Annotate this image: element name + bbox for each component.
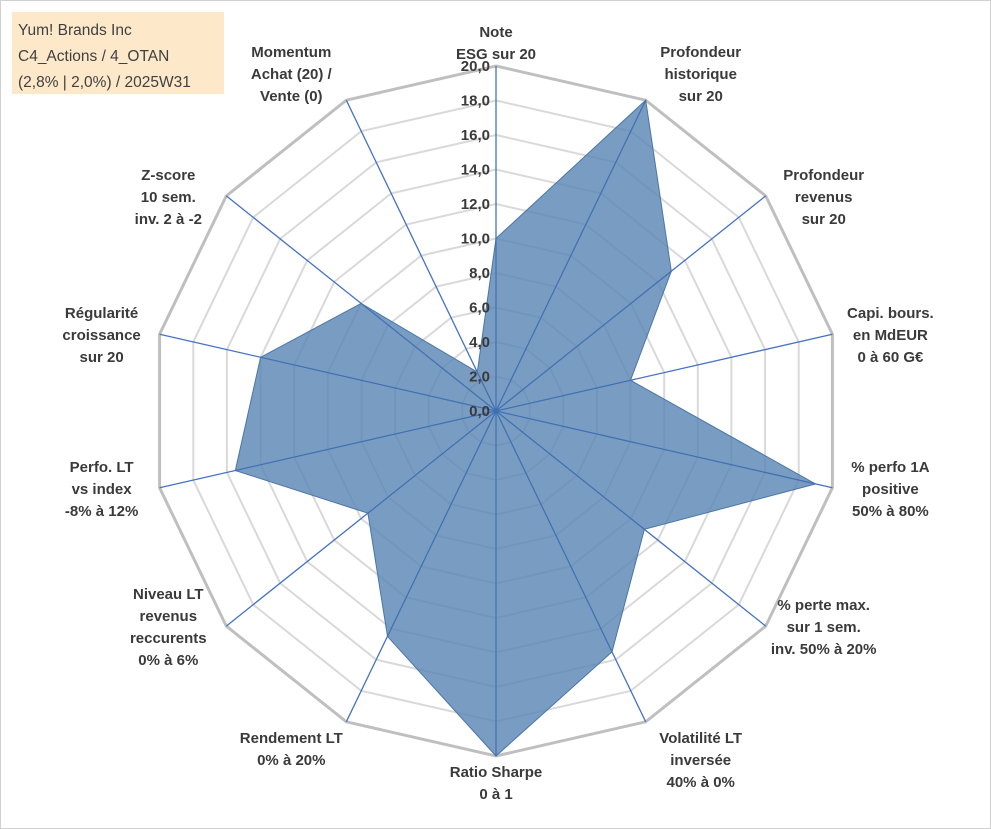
axis-label-line: Z-score [141,167,195,184]
tick-label: 12,0 [461,196,490,213]
data-spoke [235,410,497,471]
axis-label: % perte max. sur 1 sem. inv. 50% à 20% [771,597,877,658]
tick-label-layer: 0,0 2,0 4,0 6,0 8,0 10,0 12,0 14,0 16,0 18,0 20,0 [461,58,490,420]
data-spoke [495,270,672,412]
axis-label-line: 0 à 1 [479,786,512,803]
yield-and-week: (2,8% | 2,0%) / 2025W31 [18,74,191,91]
data-spoke [367,410,497,514]
info-box: Yum! Brands Inc C4_Actions / 4_OTAN (2,8… [12,12,224,94]
data-spoke [495,99,647,412]
axis-label-line: 10 sem. [141,189,196,206]
axis-label: Rendement LT 0% à 20% [240,730,343,769]
axis-label-line: revenus [795,189,853,206]
axis-label-line: Capi. bours. [847,305,934,322]
axis-label: Niveau LT revenus reccurents 0% à 6% [130,586,207,669]
axis-label-line: Perfo. LT [70,459,134,476]
axis-label-line: inv. 2 à -2 [135,211,202,228]
axis-label: Momentum Achat (20) / Vente (0) [251,44,333,105]
axis-label-line: Vente (0) [260,88,323,105]
axis-label-line: en MdEUR [853,327,928,344]
axis-label-line: Niveau LT [133,586,204,603]
axis-label-line: -8% à 12% [65,503,138,520]
data-spoke [495,379,631,412]
axis-label-line: sur 20 [802,211,846,228]
company-name: Yum! Brands Inc [18,22,132,39]
axis-label: Profondeur historique sur 20 [660,44,741,105]
axis-label-line: 0% à 20% [257,752,325,769]
tick-label: 18,0 [461,93,490,110]
tick-label: 20,0 [461,58,490,75]
data-spoke [387,410,497,637]
axis-label-line: inv. 50% à 20% [771,641,877,658]
axis-label: Capi. bours. en MdEUR 0 à 60 G€ [847,305,934,366]
data-area-layer [234,99,817,757]
data-spoke [360,303,497,412]
axis-label-layer: Note ESG sur 20 Profondeur historique sur 20… [62,24,933,803]
data-spoke [495,410,816,485]
axis-label-line: Achat (20) / [251,66,333,83]
axis-label: Profondeur revenus sur 20 [783,167,864,228]
axis-label-line: Ratio Sharpe [450,764,543,781]
axis-spoke [345,99,497,412]
axis-label-line: 50% à 80% [852,503,929,520]
tick-label: 6,0 [469,300,490,317]
tick-label: 2,0 [469,369,490,386]
tick-label: 0,0 [469,403,490,420]
axis-label-line: sur 20 [679,88,723,105]
axis-label-line: Régularité [65,305,138,322]
axis-label-line: Momentum [251,44,331,61]
data-spoke [495,410,645,530]
tick-label: 8,0 [469,265,490,282]
axis-label: Volatilité LT inversée 40% à 0% [659,730,742,791]
axis-label-line: croissance [62,327,140,344]
data-spoke [495,410,613,653]
axis-label-line: inversée [670,752,731,769]
tick-label: 4,0 [469,334,490,351]
axis-label-line: revenus [140,608,198,625]
axis-label-line: 0% à 6% [138,652,198,669]
tick-label: 16,0 [461,127,490,144]
tick-label: 14,0 [461,162,490,179]
axis-label-line: Profondeur [783,167,864,184]
axis-label-line: % perte max. [777,597,870,614]
axis-label-line: Volatilité LT [659,730,742,747]
axis-label-line: Rendement LT [240,730,343,747]
tick-label: 10,0 [461,231,490,248]
axis-label: Ratio Sharpe 0 à 1 [450,764,543,803]
axis-label: Perfo. LT vs index -8% à 12% [65,459,138,520]
axis-label-line: 40% à 0% [667,774,735,791]
portfolio-category: C4_Actions / 4_OTAN [18,48,170,65]
axis-label-line: ESG sur 20 [456,46,536,63]
axis-label-line: vs index [72,481,133,498]
data-spoke [476,371,497,412]
axis-label-line: sur 20 [79,349,123,366]
axis-label-line: 0 à 60 G€ [857,349,924,366]
axis-label-line: historique [664,66,737,83]
axis-label-line: positive [862,481,919,498]
axis-label-line: reccurents [130,630,207,647]
data-spoke [260,356,497,412]
axis-label-line: sur 1 sem. [787,619,861,636]
axis-label: % perfo 1A positive 50% à 80% [851,459,930,520]
axis-label-line: Profondeur [660,44,741,61]
axis-label: Z-score 10 sem. inv. 2 à -2 [135,167,202,228]
axis-label: Note ESG sur 20 [456,24,536,63]
axis-label: Régularité croissance sur 20 [62,305,140,366]
axis-label-line: % perfo 1A [851,459,930,476]
axis-label-line: Note [479,24,512,41]
